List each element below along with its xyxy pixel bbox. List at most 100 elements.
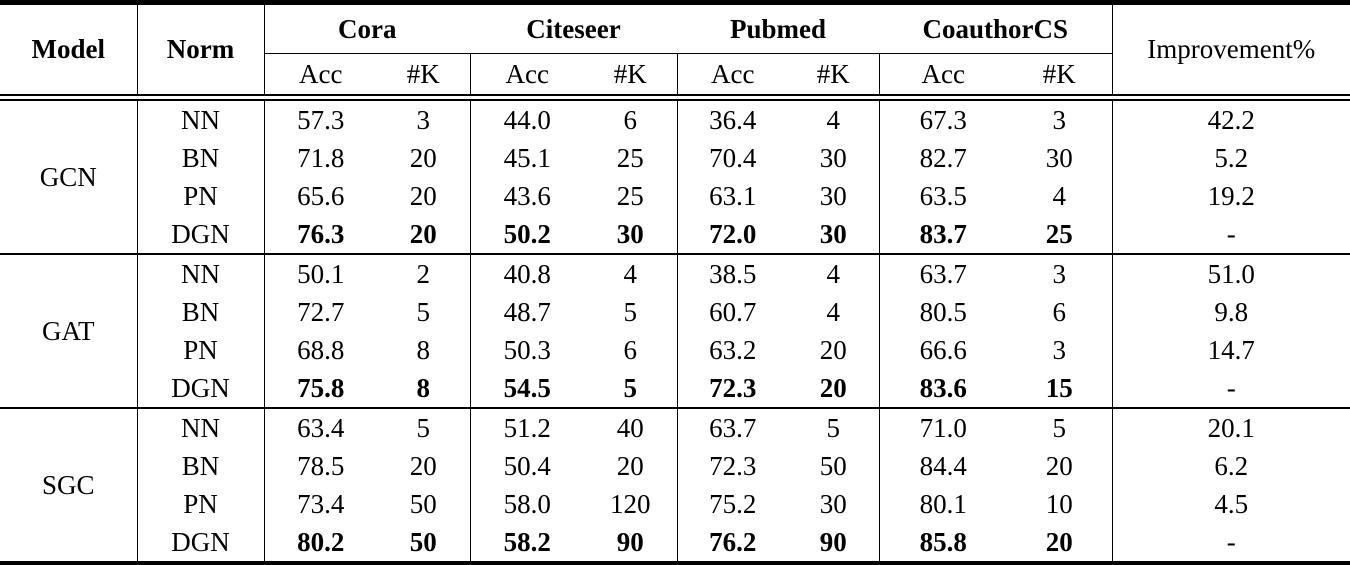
improvement-value: - <box>1226 218 1236 249</box>
header-model: Model <box>0 2 138 101</box>
k-value: 25 <box>584 139 678 177</box>
block-sgc: SGC NN 63.4 5 51.2 40 63.7 5 71.0 5 20.1 BN 78.5 20 50… <box>0 407 1350 564</box>
table-header: Model Norm Cora Citeseer Pubmed Coauthor… <box>0 2 1350 101</box>
acc-value: 36.4 <box>709 104 757 135</box>
k-value: 5 <box>584 369 678 408</box>
norm-label: BN <box>137 447 265 485</box>
model-label: SGC <box>0 407 138 564</box>
header-group-row: Model Norm Cora Citeseer Pubmed Coauthor… <box>0 2 1350 101</box>
k-value: 10 <box>1007 485 1113 523</box>
acc-value: 65.6 <box>297 180 345 211</box>
table-row: BN 71.8 20 45.1 25 70.4 30 82.7 30 5.2 <box>0 139 1350 177</box>
table-row: DGN 75.8 8 54.5 5 72.3 20 83.6 15 - <box>0 369 1350 408</box>
improvement-value: 4.5 <box>1214 488 1249 519</box>
norm-label: NN <box>137 253 265 293</box>
header-norm: Norm <box>137 2 265 101</box>
k-value: 90 <box>788 523 880 564</box>
table-row: GAT NN 50.1 2 40.8 4 38.5 4 63.7 3 51.0 <box>0 253 1350 408</box>
acc-value: 50.4 <box>503 450 551 481</box>
model-label: GAT <box>0 253 138 408</box>
header-pubmed-acc: Acc <box>677 53 789 101</box>
norm-label: NN <box>137 97 265 139</box>
k-value: 50 <box>377 523 471 564</box>
norm-label: DGN <box>137 369 265 408</box>
header-dataset-cora: Cora <box>264 2 471 54</box>
k-value: 5 <box>788 407 880 447</box>
k-value: 5 <box>584 293 678 331</box>
k-value: 20 <box>1007 447 1113 485</box>
k-value: 6 <box>1007 293 1113 331</box>
table-row: PN 68.8 8 50.3 6 63.2 20 66.6 3 14.7 <box>0 331 1350 369</box>
norm-label: PN <box>137 331 265 369</box>
acc-value: 58.0 <box>503 488 551 519</box>
acc-value: 72.0 <box>709 218 757 249</box>
header-coauthorcs-k: #K <box>1007 53 1113 101</box>
k-value: 50 <box>788 447 880 485</box>
k-value: 5 <box>1007 407 1113 447</box>
acc-value: 80.1 <box>919 488 967 519</box>
k-value: 3 <box>377 97 471 139</box>
k-value: 30 <box>1007 139 1113 177</box>
improvement-value: 6.2 <box>1214 450 1249 481</box>
k-value: 4 <box>788 293 880 331</box>
table-row: PN 73.4 50 58.0 120 75.2 30 80.1 10 4.5 <box>0 485 1350 523</box>
norm-label: DGN <box>137 523 265 564</box>
table-row: SGC NN 63.4 5 51.2 40 63.7 5 71.0 5 20.1 <box>0 407 1350 564</box>
header-sub-row: Acc #K Acc #K Acc #K Acc #K <box>0 53 1350 101</box>
improvement-value: 14.7 <box>1207 334 1255 365</box>
k-value: 4 <box>1007 177 1113 215</box>
acc-value: 80.2 <box>297 526 345 557</box>
improvement-value: 5.2 <box>1214 142 1249 173</box>
k-value: 20 <box>377 139 471 177</box>
k-value: 30 <box>584 215 678 254</box>
k-value: 5 <box>377 407 471 447</box>
acc-value: 66.6 <box>919 334 967 365</box>
k-value: 5 <box>377 293 471 331</box>
acc-value: 76.3 <box>297 218 345 249</box>
k-value: 20 <box>377 177 471 215</box>
acc-value: 84.4 <box>919 450 967 481</box>
k-value: 30 <box>788 177 880 215</box>
acc-value: 71.8 <box>297 142 345 173</box>
table-row: BN 72.7 5 48.7 5 60.7 4 80.5 6 9.8 <box>0 293 1350 331</box>
k-value: 20 <box>377 215 471 254</box>
model-label: GCN <box>0 97 138 254</box>
acc-value: 71.0 <box>879 407 1008 447</box>
acc-value: 50.2 <box>503 218 551 249</box>
header-improvement: Improvement% <box>1112 2 1350 101</box>
norm-label: DGN <box>137 215 265 254</box>
k-value: 30 <box>788 139 880 177</box>
acc-value: 68.8 <box>297 334 345 365</box>
acc-value: 78.5 <box>297 450 345 481</box>
acc-value: 75.8 <box>297 372 345 403</box>
k-value: 3 <box>1007 331 1113 369</box>
k-value: 25 <box>1007 215 1113 254</box>
acc-value: 51.2 <box>470 407 585 447</box>
header-dataset-pubmed: Pubmed <box>677 2 880 54</box>
header-pubmed-k: #K <box>788 53 880 101</box>
k-value: 8 <box>377 331 471 369</box>
acc-value: 48.7 <box>503 296 551 327</box>
header-citeseer-k: #K <box>584 53 678 101</box>
table-row: GCN NN 57.3 3 44.0 6 36.4 4 67.3 3 42.2 <box>0 97 1350 254</box>
acc-value: 60.7 <box>709 296 757 327</box>
norm-label: BN <box>137 139 265 177</box>
header-cora-k: #K <box>377 53 471 101</box>
block-gcn: GCN NN 57.3 3 44.0 6 36.4 4 67.3 3 42.2 BN 71.8 20 45.… <box>0 97 1350 254</box>
acc-value: 44.0 <box>503 104 551 135</box>
k-value: 4 <box>788 97 880 139</box>
table-row: DGN 80.2 50 58.2 90 76.2 90 85.8 20 - <box>0 523 1350 564</box>
acc-value: 40.8 <box>470 253 585 293</box>
k-value: 20 <box>1007 523 1113 564</box>
k-value: 15 <box>1007 369 1113 408</box>
acc-value: 63.5 <box>919 180 967 211</box>
acc-value: 63.1 <box>709 180 757 211</box>
header-citeseer-acc: Acc <box>470 53 585 101</box>
improvement-value: 9.8 <box>1214 296 1249 327</box>
k-value: 30 <box>788 485 880 523</box>
k-value: 50 <box>377 485 471 523</box>
acc-value: 50.1 <box>264 253 377 293</box>
acc-value: 63.7 <box>879 253 1008 293</box>
k-value: 90 <box>584 523 678 564</box>
